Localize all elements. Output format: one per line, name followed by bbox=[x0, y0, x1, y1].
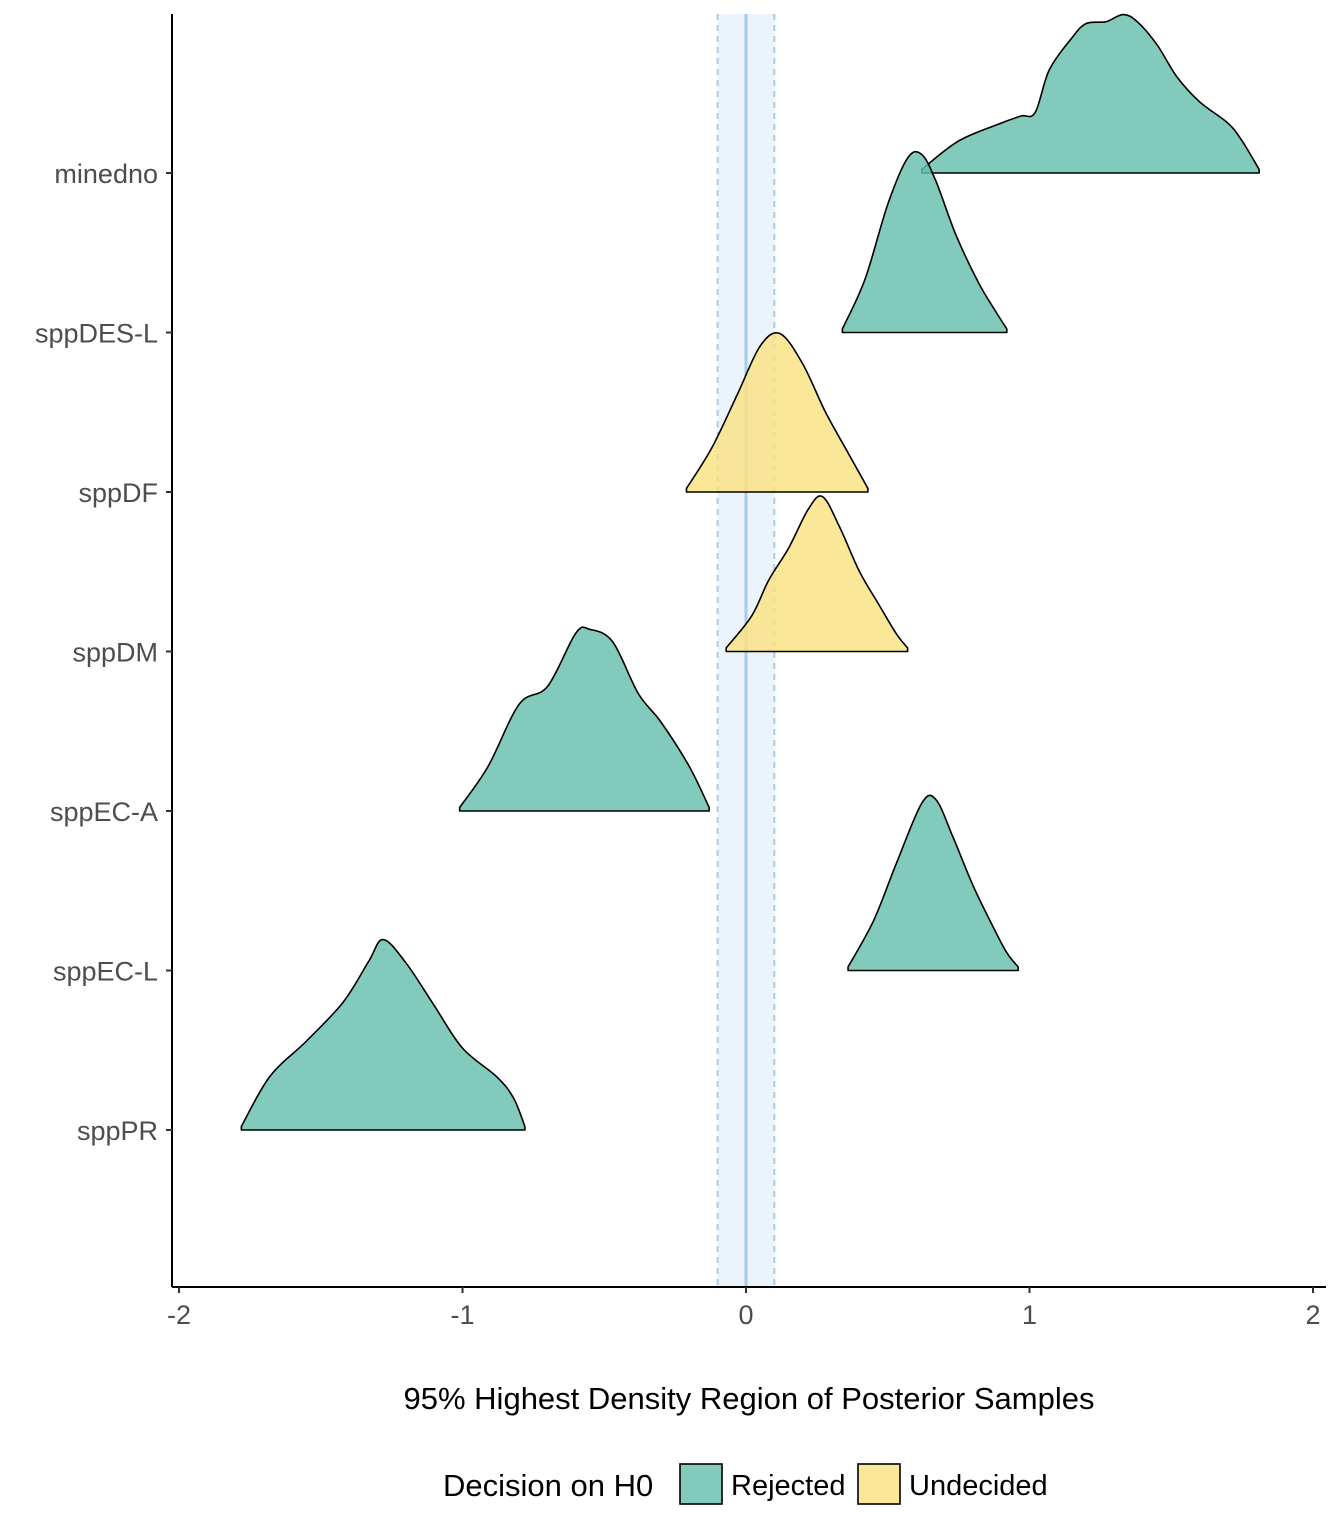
x-axis-title: 95% Highest Density Region of Posterior … bbox=[404, 1381, 1095, 1416]
ridge-minedno bbox=[920, 13, 1260, 174]
legend-key-rejected bbox=[679, 1463, 723, 1505]
y-tick-label: sppPR bbox=[77, 1116, 158, 1146]
density-ridges bbox=[240, 13, 1260, 1131]
x-tick-label: 2 bbox=[1305, 1300, 1320, 1330]
legend-label-rejected: Rejected bbox=[731, 1470, 845, 1502]
ridge-sppDF bbox=[685, 332, 869, 493]
x-tick-label: 0 bbox=[738, 1300, 753, 1330]
ridge-sppDES-L bbox=[841, 150, 1008, 334]
x-tick-label: -2 bbox=[167, 1300, 191, 1330]
ridge-sppEC-L bbox=[847, 794, 1019, 972]
ridge-sppDM bbox=[725, 495, 909, 653]
x-tick-label: 1 bbox=[1022, 1300, 1037, 1330]
x-tick-label: -1 bbox=[450, 1300, 474, 1330]
ridge-sppEC-A bbox=[458, 626, 710, 812]
legend-label-undecided: Undecided bbox=[909, 1470, 1048, 1502]
y-tick-label: sppEC-A bbox=[50, 797, 158, 827]
legend-title: Decision on H0 bbox=[443, 1468, 653, 1503]
y-tick-label: sppDM bbox=[72, 638, 158, 668]
legend: Decision on H0 Rejected Undecided bbox=[443, 1463, 1048, 1505]
legend-key-undecided bbox=[857, 1463, 901, 1505]
axes: minedno sppDES-L sppDF sppDM sppEC-A sppEC-L s… bbox=[35, 14, 1326, 1330]
ridge-sppPR bbox=[240, 938, 526, 1131]
y-tick-label: sppDES-L bbox=[35, 319, 158, 349]
y-tick-label: sppDF bbox=[78, 478, 158, 508]
y-tick-label: minedno bbox=[54, 159, 158, 189]
y-tick-label: sppEC-L bbox=[53, 957, 158, 987]
